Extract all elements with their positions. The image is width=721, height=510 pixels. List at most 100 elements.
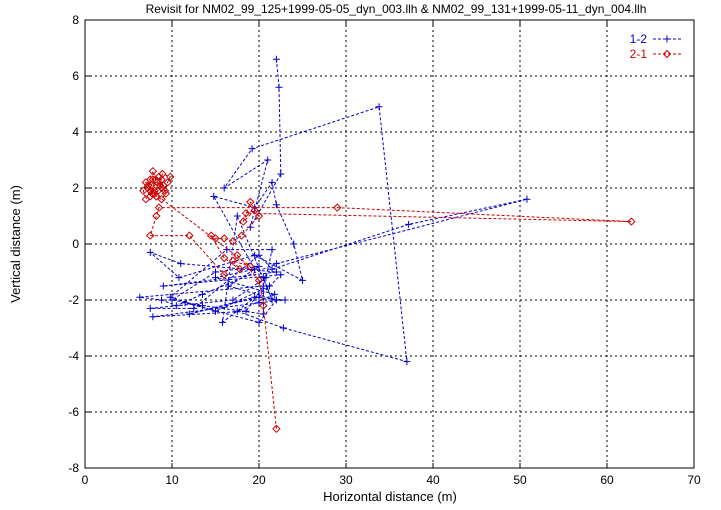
series-2-1-point [246,262,255,271]
series-2-1-point [146,186,155,196]
series-1-2-point [255,318,263,326]
series-1-2-point [190,304,198,312]
series-1-2-point [146,248,154,256]
series-1-2-point [198,302,206,310]
series-2-1-point [141,194,151,204]
series-1-2-point [251,265,259,273]
series-1-2-point [248,145,256,153]
series-1-2-point [225,282,233,290]
series-2-1-point [228,256,238,266]
series-1-2-point [271,290,279,298]
x-tick-label: 20 [252,473,266,487]
series-2-1-point [272,424,281,434]
series-1-2-point [268,265,276,273]
series-1-2-point [277,271,285,279]
series-1-2-point [255,251,263,259]
legend-2-1-swatch-point [662,49,672,59]
series-2-1 [139,166,636,434]
series-1-2-point [218,318,226,326]
series-1-2-point [198,290,206,298]
series-1-2-point [405,220,413,228]
series-1-2-point [242,307,250,315]
series-2-1-point [148,166,158,176]
series-2-1-point [160,186,170,196]
series-1-2-point [279,324,287,332]
series-1-2-point [290,240,298,248]
series-1-2-point [272,201,280,209]
series-1-2-point [259,274,267,282]
legend: 1-22-1 [630,32,681,61]
series-2-1-point [246,197,255,207]
series-1-2-point [251,293,259,301]
series-1-2-point [272,268,280,276]
series-1-2-point [246,223,254,231]
chart-title: Revisit for NM02_99_125+1999-05-05_dyn_0… [146,2,647,16]
series-1-2 [136,55,531,366]
series-1-2-point [168,296,176,304]
y-tick-label: 6 [72,69,79,83]
y-tick-label: -6 [68,405,79,419]
data-series-layer [136,55,636,434]
series-2-1-point [152,211,161,221]
series-1-2-point [229,296,237,304]
series-1-2-point [159,282,167,290]
series-1-2-point [275,83,283,91]
x-tick-label: 40 [426,473,440,487]
series-1-2-point [158,296,166,304]
series-2-1-point [235,264,245,274]
series-1-2-point [136,293,144,301]
series-2-1-point [206,231,216,240]
series-2-1-point [237,231,246,240]
series-2-1-point [148,175,158,184]
legend-1-2-swatch-point [663,35,671,43]
x-tick-label: 70 [687,473,701,487]
series-2-1-point [159,180,168,190]
series-2-1-point [144,180,153,190]
series-1-2-point [272,55,280,63]
x-tick-label: 50 [513,473,527,487]
series-2-1-point [147,189,157,198]
series-1-2-point [259,282,267,290]
series-1-2-point [255,262,263,270]
series-2-1-point [250,206,259,215]
series-1-2-point [175,274,183,282]
series-1-2-point [223,246,231,254]
series-2-1-point [157,194,166,204]
series-1-2-point [264,156,272,164]
series-2-1-point [219,253,229,263]
series-1-2-point [177,260,185,268]
legend-2-1-label: 2-1 [630,47,648,61]
series-1-2-point [268,178,276,186]
series-2-1-point [146,192,155,201]
series-2-1-point [259,301,268,310]
series-1-2-point [272,296,280,304]
series-2-1-point [219,234,229,243]
series-2-1-point [146,231,155,240]
series-2-1-point [157,175,166,184]
series-2-1-point [139,186,148,196]
y-axis-title: Vertical distance (m) [8,185,23,303]
series-2-1-point [153,186,163,196]
series-1-2-point [146,304,154,312]
series-2-1-point [185,231,194,240]
series-1-2-point [523,195,531,203]
series-2-1-point [151,175,160,184]
series-2-1-point [239,217,248,226]
y-tick-label: 4 [72,125,79,139]
series-1-2-point [181,299,189,307]
grid-lines [85,20,694,468]
y-tick-label: 8 [72,13,79,27]
series-2-1-point [154,203,164,212]
series-2-1-point [161,189,171,198]
series-1-2-point [268,246,276,254]
series-1-2-point [233,212,241,220]
series-1-2-point [149,313,157,321]
series-1-2-point [212,307,219,315]
series-2-1-point [254,276,264,285]
series-1-2-point [210,192,218,200]
series-2-1-point [333,203,342,212]
series-1-2-point [185,310,193,318]
series-2-1-point [241,208,251,218]
